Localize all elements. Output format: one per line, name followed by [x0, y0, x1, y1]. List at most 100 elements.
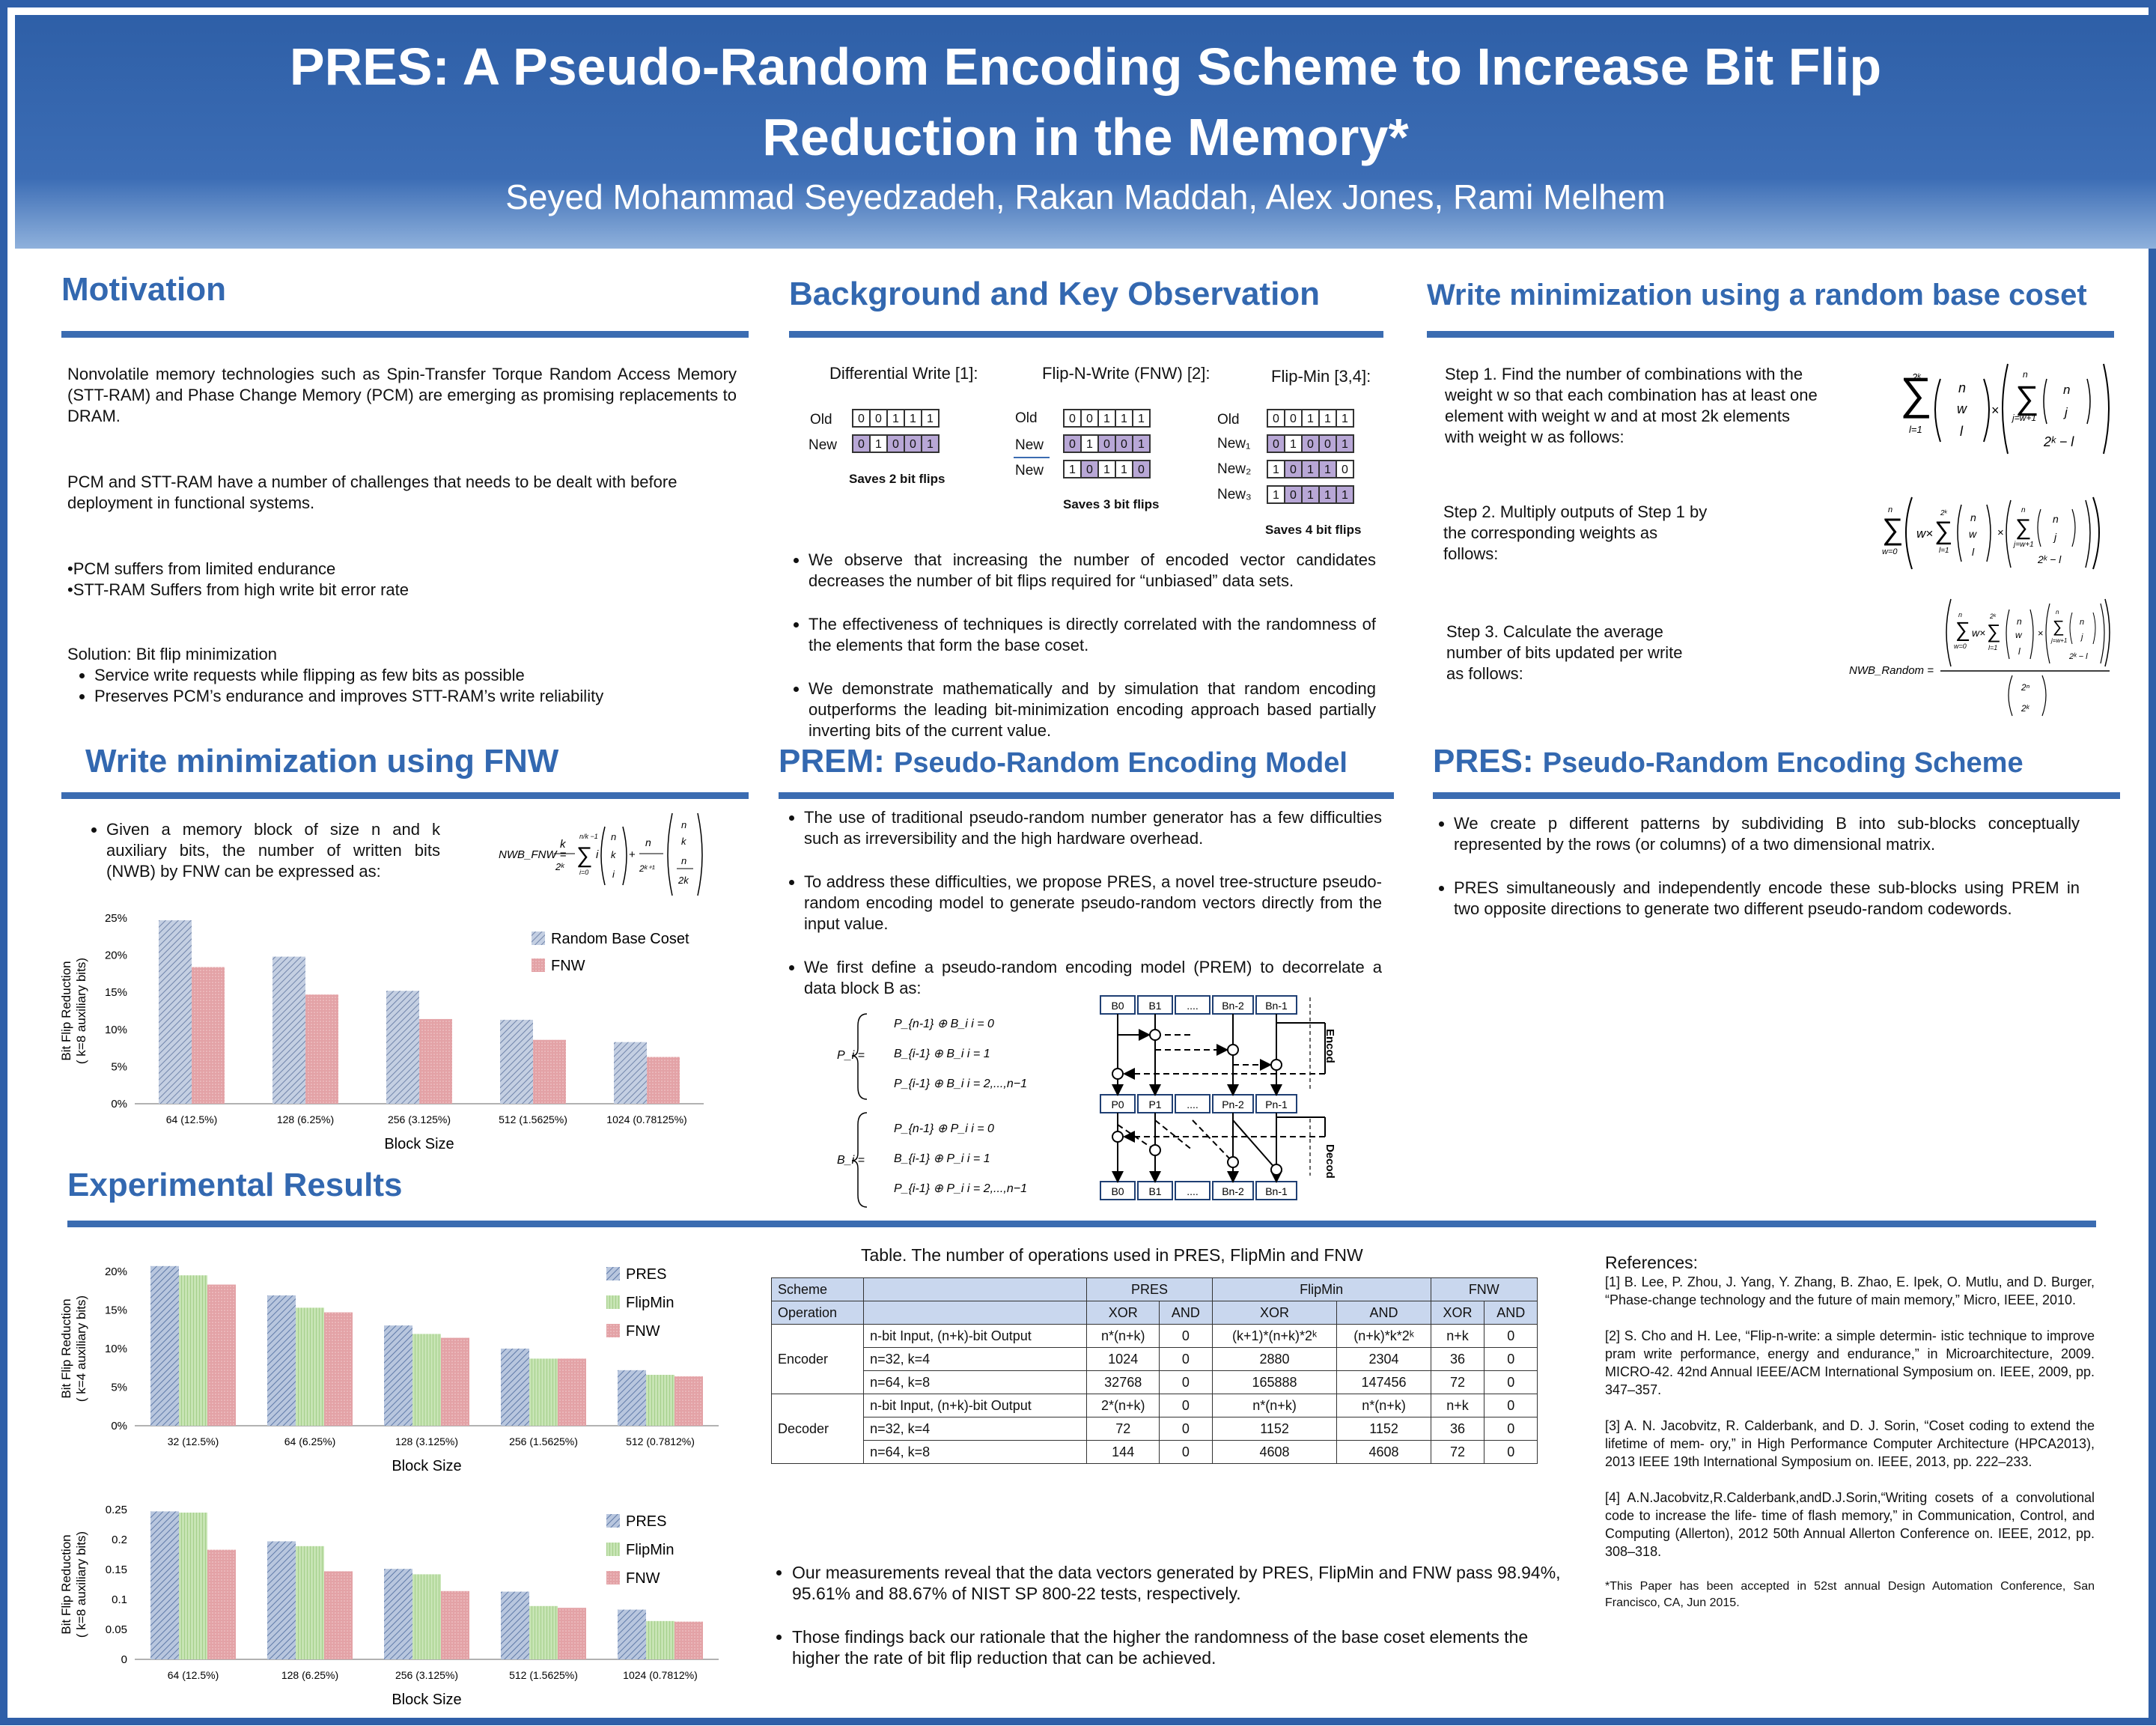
- row-p: P0 P1 .... Pn-2 Pn-1: [1100, 1094, 1297, 1113]
- table-row: Encoder n-bit Input, (n+k)-bit Output n*(n…: [770, 1324, 1538, 1394]
- svg-text:n: n: [681, 855, 686, 866]
- y-tick-label: 0%: [111, 1098, 127, 1110]
- x-tick-label: 64 (12.5%): [166, 1113, 217, 1125]
- bar-fnw: [419, 1018, 452, 1104]
- y-axis-label-sub: ( k=8 auxiliary bits): [74, 958, 88, 1064]
- svg-text:n: n: [2017, 616, 2022, 627]
- encode-label: Encod: [1324, 1029, 1336, 1063]
- legend-swatch: [532, 958, 545, 972]
- bit: 1: [1319, 486, 1336, 503]
- fnw-text-list: Given a memory block of size n and k aux…: [85, 819, 440, 905]
- svg-text:×: ×: [2038, 628, 2044, 639]
- solution-item: Preserves PCM’s endurance and improves S…: [94, 686, 737, 707]
- nwb-fnw-label: NWB_FNW =: [499, 848, 567, 861]
- bar-fnw: [674, 1621, 703, 1659]
- svg-text:n: n: [1958, 611, 1962, 619]
- bar-flipmin: [179, 1513, 207, 1659]
- svg-text:w×: w×: [1916, 526, 1933, 541]
- divider: [61, 792, 749, 799]
- svg-text:n: n: [2023, 369, 2028, 380]
- table-cell: XOR: [1211, 1301, 1338, 1325]
- title-line-1: PRES: A Pseudo-Random Encoding Scheme to…: [289, 37, 1882, 96]
- svg-text:j=w+1: j=w+1: [2050, 637, 2067, 644]
- p-eq-line: B_{i-1} ⊕ B_i i = 1: [894, 1048, 990, 1060]
- bar-flipmin: [179, 1275, 207, 1426]
- bit: 0: [1302, 435, 1319, 452]
- prem-diagram: B0 B1 .... Bn-2 Bn-1 P0 P1 .... Pn-2 Pn-…: [1100, 995, 1336, 1200]
- bar-fnw: [324, 1312, 353, 1426]
- bar-pres: [618, 1370, 646, 1426]
- bar-fnw: [558, 1608, 586, 1659]
- svg-text:+: +: [629, 848, 636, 861]
- svg-text:l=1: l=1: [1939, 547, 1949, 555]
- y-tick-label: 0: [121, 1653, 127, 1666]
- chart-svg: 0% 5% 10% 15% 20% 32 (12.5%) 64 (6.25%) 128 (3.…: [59, 1265, 719, 1474]
- bit: 1: [1302, 410, 1319, 427]
- legend-swatch: [606, 1571, 620, 1584]
- old-label: Old: [1217, 412, 1240, 428]
- svg-text:n: n: [2021, 506, 2026, 514]
- table-cell: 36: [1430, 1417, 1485, 1441]
- old-label: Old: [1015, 410, 1038, 426]
- svg-text:n: n: [645, 836, 651, 848]
- row-cell: Bn-1: [1265, 1000, 1288, 1012]
- bit: 1: [922, 435, 939, 452]
- pi-label: P_i =: [837, 1049, 865, 1062]
- flipmin-title: Flip-Min [3,4]:: [1271, 367, 1371, 386]
- table-cell: 0: [1159, 1370, 1213, 1394]
- svg-text:∑: ∑: [576, 843, 592, 868]
- bi-label: B_i =: [837, 1154, 865, 1167]
- reference-item: [1] B. Lee, P. Zhou, J. Yang, Y. Zhang, …: [1605, 1274, 2095, 1307]
- row-cell: B1: [1148, 1185, 1161, 1197]
- bit: 1: [1319, 461, 1336, 478]
- bit: 1: [1115, 410, 1133, 427]
- y-tick-label: 0.15: [106, 1564, 127, 1576]
- chart-svg: 0 0.05 0.1 0.15 0.2 0.25 64 (12.5%) 128 (6.25%)…: [59, 1504, 719, 1708]
- table-cell: FlipMin: [1211, 1277, 1431, 1301]
- saves-3-label: Saves 3 bit flips: [1063, 497, 1160, 511]
- svg-text:2ᵏ: 2ᵏ: [1911, 371, 1922, 383]
- svg-text:j: j: [2053, 531, 2057, 543]
- divider: [67, 1221, 2096, 1227]
- bar-flipmin: [412, 1574, 441, 1659]
- bar-fnw: [305, 994, 338, 1104]
- bit: 0: [1267, 435, 1285, 452]
- svg-text:w: w: [1969, 528, 1977, 540]
- legend-swatch: [606, 1514, 620, 1528]
- y-tick-label: 0.1: [112, 1593, 127, 1606]
- bit: 0: [1081, 410, 1098, 427]
- table-cell: [863, 1301, 1088, 1325]
- bit: 1: [1336, 435, 1353, 452]
- step-2: Step 2. Multiply outputs of Step 1 by th…: [1443, 502, 1708, 563]
- svg-text:i: i: [612, 869, 615, 880]
- table-header-row: Scheme PRES FlipMin FNW: [770, 1277, 1538, 1301]
- svg-text:×: ×: [1991, 403, 2000, 418]
- poster-title: PRES: A Pseudo-Random Encoding Scheme to…: [15, 31, 2156, 172]
- bit: 1: [1081, 435, 1098, 452]
- table-cell: 0: [1159, 1440, 1213, 1464]
- svg-text:2ᵏ: 2ᵏ: [555, 861, 565, 872]
- row-b-top: B0 B1 .... Bn-2 Bn-1: [1100, 995, 1297, 1015]
- chart-svg: 0% 5% 10% 15% 20% 25% 64 (12.5%) 128 (6.25%) 256…: [59, 912, 704, 1152]
- table-cell: 2*(n+k): [1086, 1394, 1160, 1417]
- svg-text:l: l: [2018, 646, 2021, 657]
- bit: 1: [1267, 486, 1285, 503]
- legend-label: PRES: [626, 1513, 666, 1530]
- bit: 1: [904, 410, 922, 427]
- bar-fnw: [441, 1590, 469, 1659]
- svg-text:∑: ∑: [1955, 618, 1970, 641]
- p-eq-line: P_{n-1} ⊕ B_i i = 0: [894, 1018, 994, 1030]
- table-cell: (n+k)*k*2ᵏ: [1336, 1324, 1431, 1348]
- bar-flipmin: [296, 1307, 324, 1426]
- bar-flipmin: [296, 1546, 324, 1659]
- observation-list: We observe that increasing the number of…: [789, 550, 1376, 764]
- bar-pres: [150, 1265, 179, 1426]
- step1-formula: ∑ 2ᵏ l=1 n w l × ∑ n j=w+1 n j 2ᵏ − l: [1900, 363, 2110, 455]
- table-row: n=32, k=4 72 0 1152 1152 36 0: [772, 1417, 1538, 1441]
- observation-item: We observe that increasing the number of…: [808, 550, 1376, 592]
- bit: 1: [1267, 461, 1285, 478]
- table-cell: PRES: [1086, 1277, 1213, 1301]
- step3-formula: NWB_Random = ∑ n w=0 w× ∑ 2ᵏ l=1 n w l ×…: [1849, 598, 2110, 717]
